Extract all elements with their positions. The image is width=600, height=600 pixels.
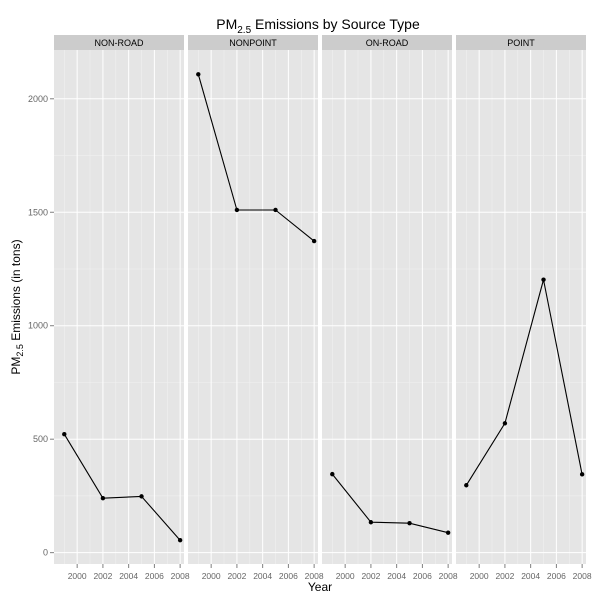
x-tick-label: 2002 [361,571,380,581]
y-tick-label: 1500 [28,207,48,217]
x-tick-label: 2000 [336,571,355,581]
facet-strip [456,35,586,50]
data-point [311,238,317,244]
facet-panel-non-road: NON-ROAD 2000 2002 2004 2006 2008 [54,35,190,581]
chart-title: PM2.5 Emissions by Source Type [216,16,420,36]
facet-strip [188,35,318,50]
data-point [445,530,451,535]
y-tick-label: 2000 [28,94,48,104]
y-axis-label: PM2.5 Emissions (in tons) [9,239,25,374]
x-tick-label: 2002 [227,571,246,581]
data-point [273,207,278,213]
x-tick-label: 2004 [521,571,540,581]
chart-title-main: PM [216,16,237,32]
x-axis-label: Year [308,580,332,594]
x-tick-label: 2008 [439,571,458,581]
x-tick-label: 2006 [547,571,566,581]
data-point [407,520,412,526]
facet-strip-label: NON-ROAD [95,38,144,48]
facet-panel-point: POINT 2000 2002 2004 2006 2008 [456,35,592,581]
x-tick-label: 2006 [279,571,298,581]
data-point [234,207,240,213]
panel-background [322,50,452,564]
series-line [63,433,181,541]
data-point [196,72,201,77]
facet-strip-label: ON-ROAD [366,38,409,48]
panel-background [456,50,586,564]
x-tick-label: 2004 [119,571,138,581]
facet-strip-label: NONPOINT [229,38,277,48]
x-tick-label: 2006 [145,571,164,581]
facet-panels: 0 500 1000 1500 2000 NON-ROAD 2000 2002 2004 2006… [28,35,592,581]
panel-background [54,50,184,564]
facet-strip-label: POINT [507,38,535,48]
data-point [62,431,67,437]
x-tick-label: 2008 [573,571,592,581]
x-tick-label: 2000 [202,571,221,581]
y-axis-label-rest: Emissions (in tons) [9,239,23,344]
data-point [100,495,106,501]
data-point [368,520,374,525]
x-tick-label: 2000 [68,571,87,581]
facet-strip [54,35,184,50]
x-tick-label: 2008 [305,571,324,581]
x-tick-label: 2002 [93,571,112,581]
data-point [579,472,585,477]
y-tick-label: 500 [33,434,48,444]
data-point [502,421,508,426]
facet-panel-on-road: ON-ROAD 2000 2002 2004 2006 2008 [322,35,458,581]
x-tick-label: 2008 [171,571,190,581]
y-tick-label: 1000 [28,321,48,331]
series-line [465,279,583,486]
panel-background [188,50,318,564]
data-point [139,494,144,499]
x-tick-label: 2000 [470,571,489,581]
series-line [331,473,449,534]
data-point [330,471,335,477]
x-tick-label: 2002 [495,571,514,581]
series-line [197,74,315,242]
facet-strip [322,35,452,50]
y-tick-label: 0 [43,548,48,558]
chart-title-rest: Emissions by Source Type [251,16,420,32]
x-tick-label: 2004 [387,571,406,581]
y-axis-label-subscript: 2.5 [15,344,25,357]
data-point [541,277,546,282]
data-point [464,483,469,488]
y-axis-label-main: PM [9,357,23,375]
x-tick-label: 2006 [413,571,432,581]
data-point [177,537,183,543]
facet-panel-nonpoint: NONPOINT 2000 2002 2004 2006 2008 [188,35,324,581]
chart-title-subscript: 2.5 [237,25,251,36]
x-tick-label: 2004 [253,571,272,581]
